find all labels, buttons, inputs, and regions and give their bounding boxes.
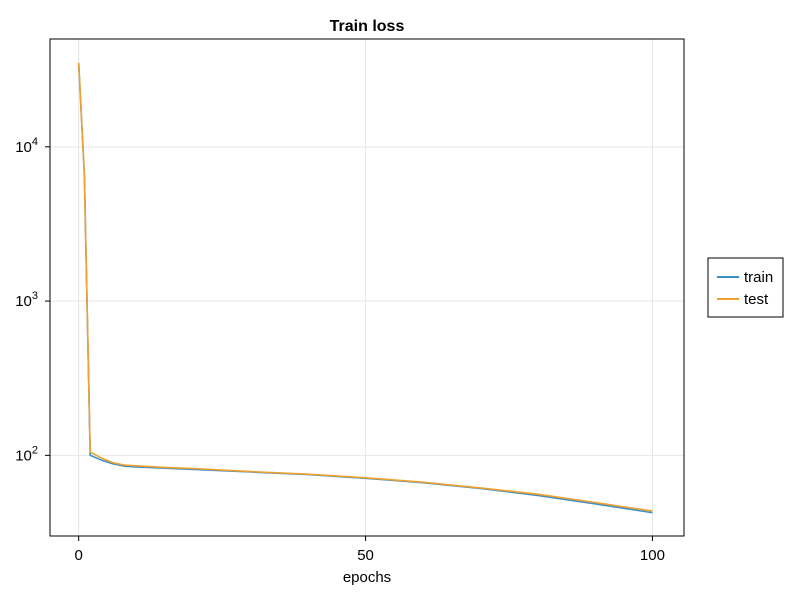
series-lines — [77, 62, 653, 514]
chart-title: Train loss — [330, 18, 405, 35]
legend-label-test: test — [744, 291, 769, 308]
plot-frame — [49, 38, 685, 537]
x-axis-label: epochs — [343, 569, 391, 586]
grid-lines — [50, 39, 684, 536]
x-tick-label: 50 — [357, 547, 374, 564]
y-tick-label: 104 — [15, 136, 38, 156]
series-line-test — [77, 62, 653, 512]
x-tick-label: 100 — [640, 547, 665, 564]
legend: train test — [707, 257, 784, 318]
y-tick-label: 103 — [15, 290, 38, 310]
x-tick-label: 0 — [75, 547, 83, 564]
legend-label-train: train — [744, 269, 773, 286]
legend-box — [707, 257, 784, 318]
y-tick-label: 102 — [15, 444, 38, 464]
